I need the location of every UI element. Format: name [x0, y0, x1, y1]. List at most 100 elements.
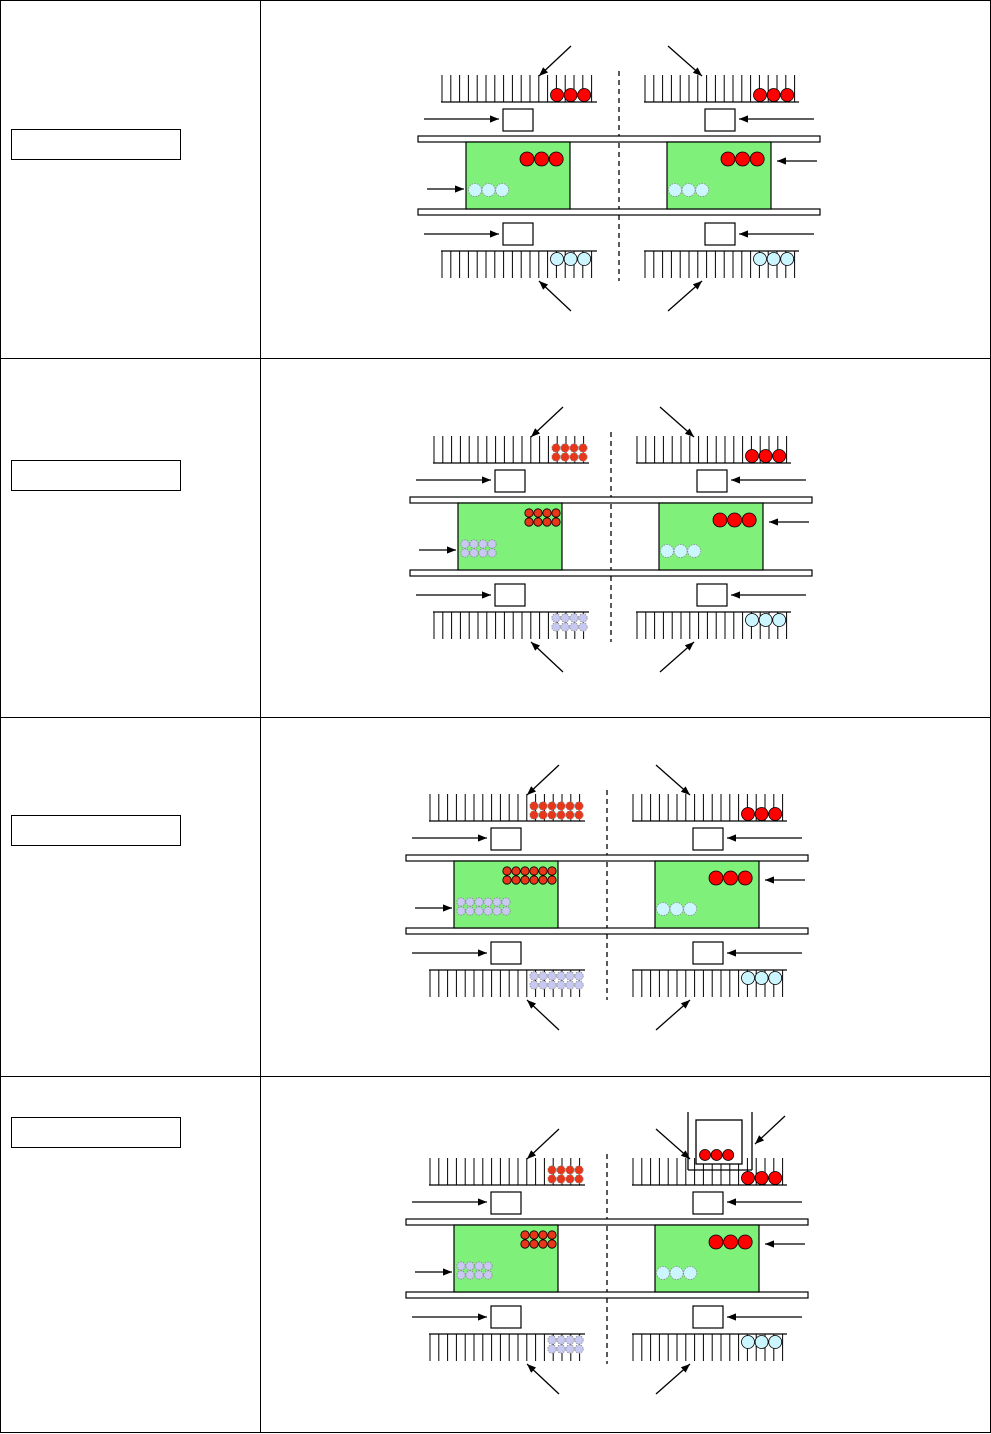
parked-blue-dot — [574, 1335, 584, 1345]
zone-blue-dot — [460, 539, 470, 549]
gate-box — [692, 1191, 724, 1215]
zone-red-dot — [529, 875, 539, 885]
zone-blue-dot — [673, 544, 688, 558]
arrow-head — [764, 876, 774, 884]
table-row — [0, 358, 991, 718]
zone-blue-dot — [683, 1266, 697, 1280]
road-rail-top — [405, 854, 809, 862]
parked-blue-dot — [556, 1344, 566, 1354]
parked-red-dot — [740, 807, 755, 821]
parked-red-dot — [556, 810, 566, 820]
zone-red-dot — [547, 875, 557, 885]
parked-red-dot — [754, 1171, 769, 1185]
arrow-head — [442, 904, 452, 912]
parked-blue-dot — [574, 1344, 584, 1354]
zone-blue-dot — [501, 897, 511, 907]
arrow-head — [684, 642, 694, 651]
zone-red-dot — [529, 1230, 539, 1240]
parked-blue-dot — [565, 971, 575, 981]
zone-red-dot — [538, 1230, 548, 1240]
parked-blue-dot — [578, 622, 588, 632]
zone-blue-dot — [687, 544, 701, 558]
arrow-head — [530, 428, 540, 437]
zone-red-dot — [538, 1239, 548, 1249]
stage-label-box — [11, 815, 181, 846]
corridor-red-dot — [710, 1149, 723, 1161]
zone-blue-dot — [667, 183, 682, 197]
parked-red-dot — [758, 449, 773, 463]
parked-red-dot — [740, 1171, 755, 1185]
arrow-head — [680, 786, 690, 795]
zone-red-dot — [722, 870, 738, 886]
zone-blue-dot — [465, 1270, 475, 1280]
zone-red-dot — [533, 517, 543, 527]
diagram-cell — [259, 1076, 991, 1433]
parked-red-dot — [565, 810, 575, 820]
arrow-head — [477, 949, 487, 957]
diagram-cell — [259, 0, 991, 359]
zone-blue-dot — [659, 544, 674, 558]
zone-blue-dot — [478, 539, 488, 549]
parked-red-dot — [529, 810, 539, 820]
arrow-head — [726, 949, 736, 957]
zone-blue-dot — [695, 183, 709, 197]
zone-blue-dot — [495, 183, 509, 197]
parked-red-dot — [563, 88, 578, 102]
zone-red-dot — [548, 151, 564, 167]
arrow-head — [489, 115, 499, 123]
zone-blue-dot — [460, 548, 470, 558]
zone-red-dot — [737, 1234, 753, 1250]
arrow-head — [776, 157, 786, 165]
parked-red-dot — [744, 449, 759, 463]
zone-red-dot — [524, 517, 534, 527]
arrow-head — [730, 476, 740, 484]
zone-red-dot — [726, 512, 742, 528]
intersection-diagram — [409, 406, 813, 673]
zone-red-dot — [502, 875, 512, 885]
gate-box — [696, 583, 728, 607]
gate-box — [490, 941, 522, 965]
arrow-head — [454, 185, 464, 193]
parked-red-dot — [551, 452, 561, 462]
parked-blue-dot — [752, 252, 767, 266]
road-rail-top — [405, 1218, 809, 1226]
road-rail-top — [417, 135, 821, 143]
zone-red-dot — [533, 151, 549, 167]
parked-red-dot — [556, 1174, 566, 1184]
parked-red-dot — [574, 1174, 584, 1184]
parked-red-dot — [768, 1171, 782, 1185]
parked-red-dot — [565, 1174, 575, 1184]
diagram-cell — [259, 358, 991, 718]
parked-blue-dot — [754, 971, 769, 985]
gate-box — [490, 1305, 522, 1329]
gate-box — [692, 1305, 724, 1329]
table-row — [0, 0, 991, 359]
road-rail-bottom — [417, 208, 821, 216]
parked-red-dot — [551, 443, 561, 453]
parked-blue-dot — [574, 980, 584, 990]
zone-blue-dot — [456, 1261, 466, 1271]
zone-red-dot — [542, 517, 552, 527]
stage-label-box — [11, 129, 181, 160]
zone-red-dot — [722, 1234, 738, 1250]
zone-blue-dot — [465, 1261, 475, 1271]
zone-red-dot — [749, 151, 765, 167]
parked-blue-dot — [556, 1335, 566, 1345]
zone-blue-dot — [481, 183, 496, 197]
zone-red-dot — [551, 508, 561, 518]
zone-blue-dot — [474, 897, 484, 907]
zone-red-dot — [538, 866, 548, 876]
arrow-head — [726, 834, 736, 842]
parked-blue-dot — [768, 1335, 782, 1349]
zone-blue-dot — [456, 906, 466, 916]
gate-box — [494, 583, 526, 607]
parked-red-dot — [752, 88, 767, 102]
zone-blue-dot — [683, 902, 697, 916]
label-cell — [0, 0, 261, 359]
zone-blue-dot — [478, 548, 488, 558]
zone-blue-dot — [483, 897, 493, 907]
parked-red-dot — [754, 807, 769, 821]
arrow-head — [442, 1268, 452, 1276]
arrow-head — [526, 1000, 536, 1009]
parked-blue-dot — [565, 1344, 575, 1354]
